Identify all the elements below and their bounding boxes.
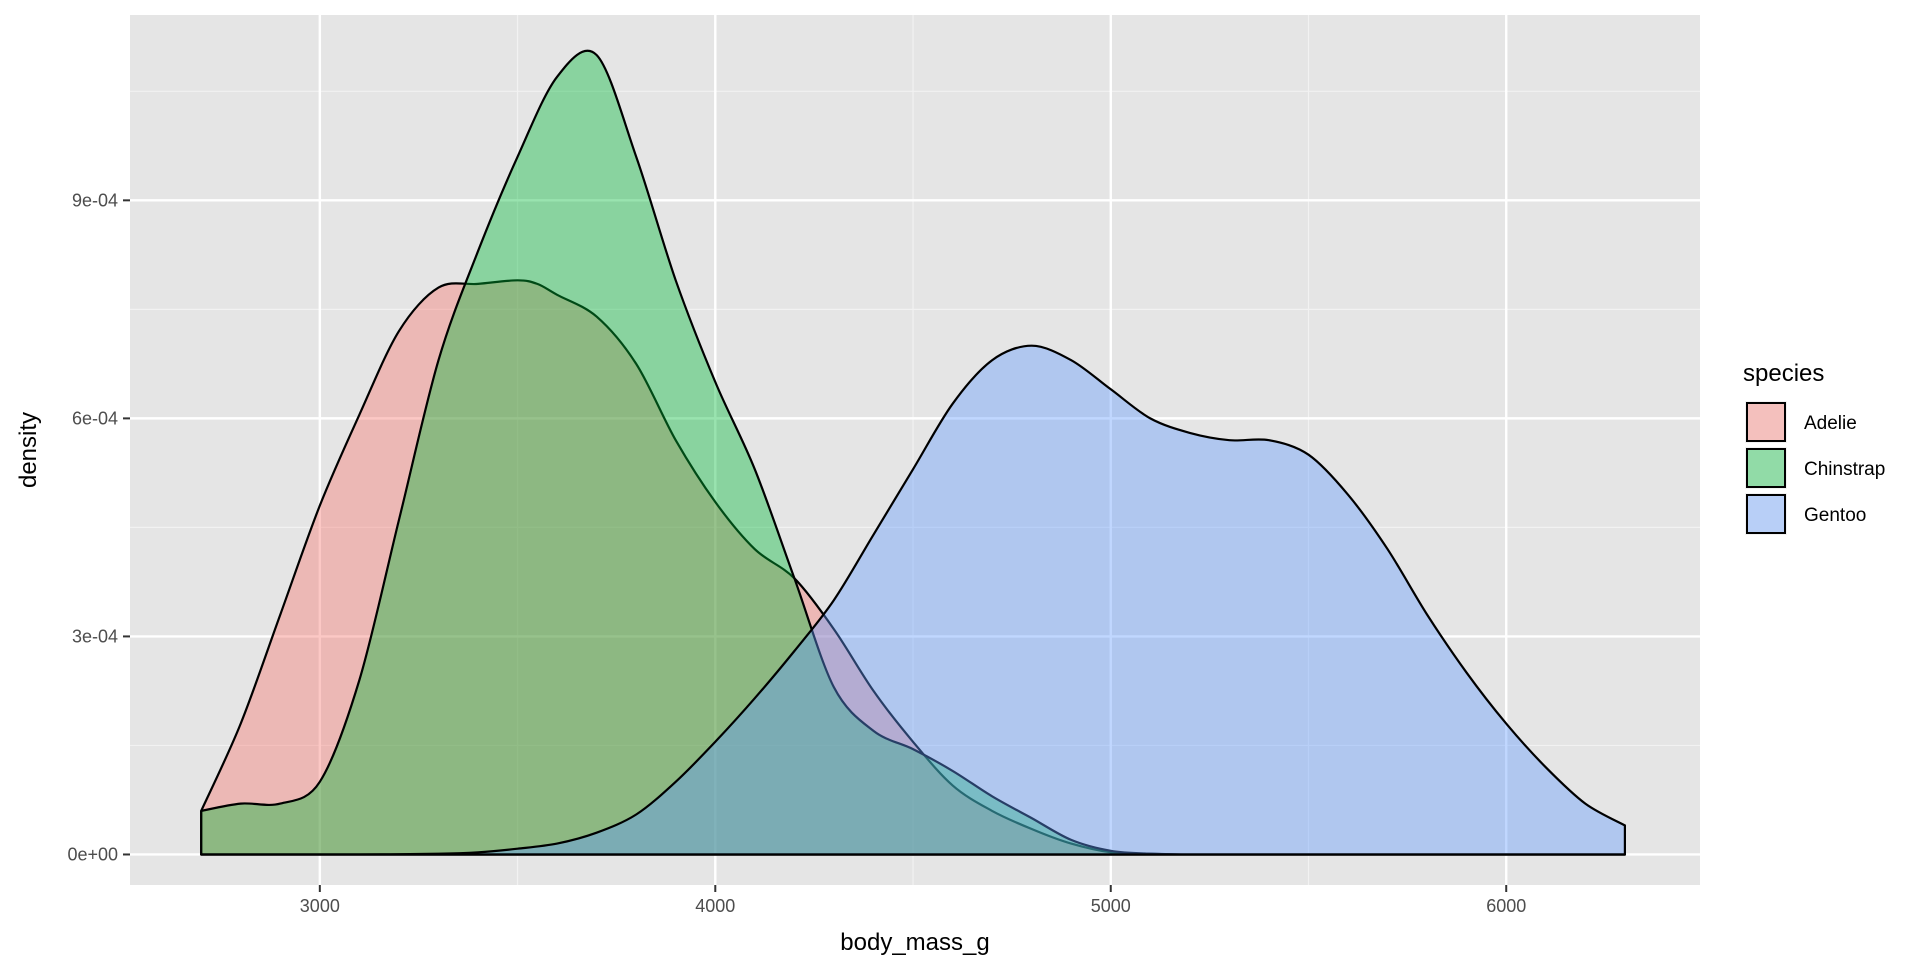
x-tick-label: 5000: [1091, 896, 1131, 916]
y-axis-ticks: 0e+00 3e-04 6e-04 9e-04: [67, 190, 130, 864]
legend-swatch-adelie: [1746, 402, 1786, 442]
y-tick-label: 6e-04: [72, 408, 118, 428]
density-area-adelie: [201, 280, 1625, 855]
legend-swatch-chinstrap: [1746, 448, 1786, 488]
density-areas: [200, 49, 1626, 856]
x-tick-label: 4000: [695, 896, 735, 916]
y-tick-label: 0e+00: [67, 844, 118, 864]
y-tick-label: 9e-04: [72, 190, 118, 210]
legend-label-chinstrap: Chinstrap: [1804, 459, 1885, 480]
density-outline-gentoo: [200, 344, 1626, 856]
plot-panel: [130, 15, 1700, 885]
x-axis-title: body_mass_g: [840, 929, 989, 956]
legend-title: species: [1743, 360, 1824, 387]
legend-label-adelie: Adelie: [1804, 413, 1857, 434]
legend-label-gentoo: Gentoo: [1804, 505, 1866, 526]
y-axis-title: density: [15, 412, 42, 488]
legend-key-bg-chinstrap: [1745, 447, 1787, 489]
legend-key-bg-adelie: [1745, 401, 1787, 443]
legend-items: Adelie Chinstrap Gentoo: [1745, 401, 1885, 535]
y-tick-label: 3e-04: [72, 626, 118, 646]
x-axis-ticks: 3000 4000 5000 6000: [300, 885, 1526, 916]
legend-key-bg-gentoo: [1745, 493, 1787, 535]
density-area-gentoo: [201, 345, 1625, 855]
legend-swatch-gentoo: [1746, 494, 1786, 534]
x-tick-label: 3000: [300, 896, 340, 916]
legend: species Adelie Chinstrap Gentoo: [1743, 360, 1885, 535]
density-area-chinstrap: [201, 50, 1625, 855]
x-tick-label: 6000: [1486, 896, 1526, 916]
